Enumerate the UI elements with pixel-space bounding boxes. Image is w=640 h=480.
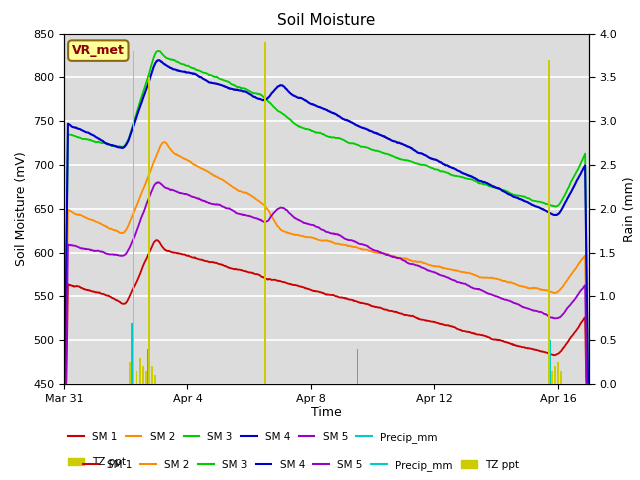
Bar bbox=[132, 51, 134, 384]
Bar bbox=[557, 362, 559, 384]
SM 2 bbox=[160, 139, 168, 145]
SM 1 bbox=[316, 289, 323, 295]
Bar bbox=[551, 371, 553, 384]
SM 3 bbox=[474, 180, 481, 185]
SM 1 bbox=[585, 381, 593, 387]
SM 3 bbox=[154, 48, 162, 54]
SM 4 bbox=[60, 381, 68, 387]
Bar bbox=[136, 371, 138, 384]
X-axis label: Time: Time bbox=[311, 407, 342, 420]
Bar bbox=[560, 371, 562, 384]
Line: SM 1: SM 1 bbox=[64, 240, 589, 384]
Bar bbox=[145, 371, 147, 384]
Bar bbox=[139, 358, 141, 384]
Bar bbox=[147, 349, 148, 384]
SM 4 bbox=[301, 98, 309, 104]
Line: SM 5: SM 5 bbox=[64, 182, 589, 384]
Bar bbox=[131, 323, 132, 384]
SM 2 bbox=[60, 381, 68, 387]
SM 2 bbox=[570, 268, 577, 274]
SM 2 bbox=[570, 268, 578, 274]
SM 4 bbox=[87, 132, 95, 137]
SM 3 bbox=[570, 174, 578, 180]
SM 1 bbox=[60, 381, 68, 387]
SM 3 bbox=[316, 130, 323, 136]
Bar bbox=[154, 375, 156, 384]
SM 2 bbox=[316, 237, 323, 243]
Legend: SM 1, SM 2, SM 3, SM 4, SM 5, Precip_mm, TZ ppt: SM 1, SM 2, SM 3, SM 4, SM 5, Precip_mm,… bbox=[79, 456, 523, 475]
SM 1 bbox=[570, 331, 577, 337]
Bar bbox=[129, 362, 131, 384]
Bar bbox=[151, 367, 153, 384]
SM 4 bbox=[316, 104, 323, 110]
SM 1 bbox=[474, 332, 481, 337]
SM 3 bbox=[585, 381, 593, 387]
Bar bbox=[148, 77, 150, 384]
SM 4 bbox=[570, 184, 577, 190]
SM 5 bbox=[301, 220, 309, 226]
SM 1 bbox=[87, 288, 95, 294]
Legend: TZ ppt: TZ ppt bbox=[64, 453, 131, 471]
SM 4 bbox=[474, 177, 481, 183]
Bar bbox=[548, 60, 550, 384]
SM 5 bbox=[154, 180, 162, 185]
SM 3 bbox=[87, 137, 95, 143]
SM 5 bbox=[570, 298, 577, 304]
SM 4 bbox=[585, 381, 593, 387]
SM 5 bbox=[316, 225, 323, 231]
Line: SM 2: SM 2 bbox=[64, 142, 589, 384]
SM 3 bbox=[301, 126, 309, 132]
Text: VR_met: VR_met bbox=[72, 44, 125, 57]
Title: Soil Moisture: Soil Moisture bbox=[277, 13, 376, 28]
Bar bbox=[142, 367, 143, 384]
SM 2 bbox=[585, 381, 593, 387]
SM 3 bbox=[60, 381, 68, 387]
SM 5 bbox=[585, 381, 593, 387]
SM 5 bbox=[570, 298, 578, 303]
Bar bbox=[264, 42, 266, 384]
Bar bbox=[554, 367, 556, 384]
SM 1 bbox=[570, 331, 578, 336]
SM 2 bbox=[301, 234, 309, 240]
SM 2 bbox=[87, 216, 95, 222]
Line: SM 4: SM 4 bbox=[64, 60, 589, 384]
SM 4 bbox=[155, 57, 163, 63]
Bar bbox=[550, 340, 551, 384]
SM 5 bbox=[87, 247, 95, 252]
SM 2 bbox=[474, 274, 481, 279]
Y-axis label: Rain (mm): Rain (mm) bbox=[623, 176, 636, 241]
SM 5 bbox=[60, 381, 68, 387]
SM 3 bbox=[570, 174, 577, 180]
Bar bbox=[356, 349, 358, 384]
SM 5 bbox=[474, 286, 481, 292]
SM 4 bbox=[570, 184, 578, 190]
Y-axis label: Soil Moisture (mV): Soil Moisture (mV) bbox=[15, 151, 28, 266]
Line: SM 3: SM 3 bbox=[64, 51, 589, 384]
SM 1 bbox=[301, 286, 309, 291]
SM 1 bbox=[152, 237, 160, 243]
